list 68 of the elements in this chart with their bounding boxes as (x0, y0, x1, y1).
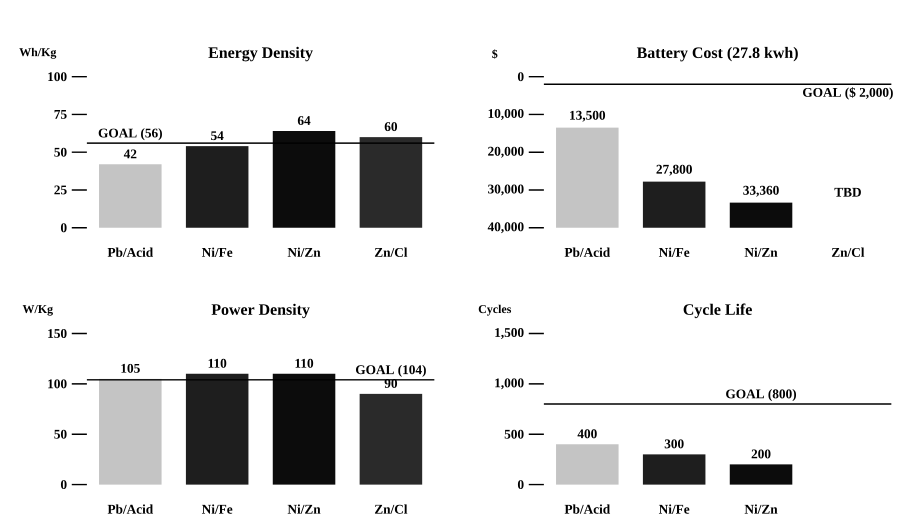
data-label: 105 (121, 364, 140, 373)
x-tick-label: Pb/Acid (564, 247, 610, 257)
y-tick-label: 100 (48, 379, 67, 388)
x-tick-label: Zn/Cl (832, 247, 864, 257)
x-tick-label: Ni/Zn (288, 247, 320, 257)
x-tick-label: Pb/Acid (108, 247, 154, 257)
y-tick-label: 0 (518, 480, 524, 489)
x-tick-label: Ni/Zn (288, 504, 320, 514)
data-label: 64 (298, 116, 310, 125)
y-tick-label: 50 (54, 148, 67, 157)
data-label: 54 (211, 131, 224, 140)
bar (99, 378, 162, 485)
y-tick-label: 20,000 (488, 146, 524, 158)
data-label: 200 (752, 449, 770, 458)
y-tick-label: 150 (48, 328, 67, 338)
x-tick-label: Ni/Zn (744, 504, 778, 514)
y-tick-label: 75 (54, 110, 67, 119)
x-tick-label: Ni/Fe (202, 504, 232, 514)
bar (360, 394, 422, 485)
y-tick-label: 0 (60, 223, 67, 232)
x-tick-label: Pb/Acid (564, 504, 610, 514)
bar (556, 444, 619, 485)
text: TBD (834, 188, 861, 197)
chart-title: Energy Density (208, 46, 313, 62)
chart-title: Battery Cost (27.8 kwh) (636, 46, 798, 62)
data-label: 42 (124, 149, 136, 158)
y-tick-label: 25 (54, 185, 67, 194)
ref-line-label: GOAL ($ 2,000) (803, 87, 893, 100)
y-axis-title: Cycles (478, 304, 512, 316)
y-tick-label: 0 (60, 480, 67, 489)
data-label: 60 (384, 122, 398, 132)
bar (360, 137, 422, 228)
bar (186, 146, 248, 228)
x-tick-label: Zn/Cl (374, 504, 408, 514)
data-label: 33,360 (743, 186, 779, 197)
y-tick-label: 500 (504, 430, 524, 439)
y-axis-title: Wh/Kg (19, 48, 56, 59)
data-label: 110 (208, 358, 226, 368)
y-tick-label: 50 (54, 430, 67, 439)
chart-title: Power Density (212, 304, 310, 318)
y-tick-label: 0 (518, 72, 524, 82)
data-label: 400 (578, 429, 597, 438)
ref-line-label: GOAL (56) (98, 128, 162, 140)
y-tick-label: 30,000 (488, 184, 524, 196)
y-tick-label: 100 (48, 72, 67, 82)
y-tick-label: 1,500 (495, 328, 524, 339)
data-label: 300 (664, 439, 684, 448)
chart-title: Cycle Life (684, 303, 752, 318)
ref-line-label: GOAL (800) (726, 388, 796, 402)
data-label: 110 (296, 358, 314, 368)
x-tick-label: Zn/Cl (374, 247, 408, 257)
y-axis-title: $ (492, 49, 498, 59)
bar (730, 464, 792, 485)
y-tick-label: 40,000 (488, 222, 524, 234)
x-tick-label: Ni/Zn (744, 247, 778, 257)
y-tick-label: 1,000 (495, 378, 524, 390)
bar (186, 374, 248, 485)
x-tick-label: Ni/Fe (658, 247, 690, 257)
y-axis-title: W/Kg (22, 305, 53, 316)
bar (642, 454, 706, 485)
data-label: 13,500 (570, 110, 606, 122)
data-label: 27,800 (656, 164, 692, 176)
y-tick-label: 10,000 (488, 108, 524, 120)
x-tick-label: Pb/Acid (108, 504, 154, 514)
x-tick-label: Ni/Fe (658, 504, 690, 514)
x-tick-label: Ni/Fe (202, 247, 232, 257)
ref-line-label: GOAL (104) (356, 364, 426, 377)
bar (99, 164, 162, 228)
